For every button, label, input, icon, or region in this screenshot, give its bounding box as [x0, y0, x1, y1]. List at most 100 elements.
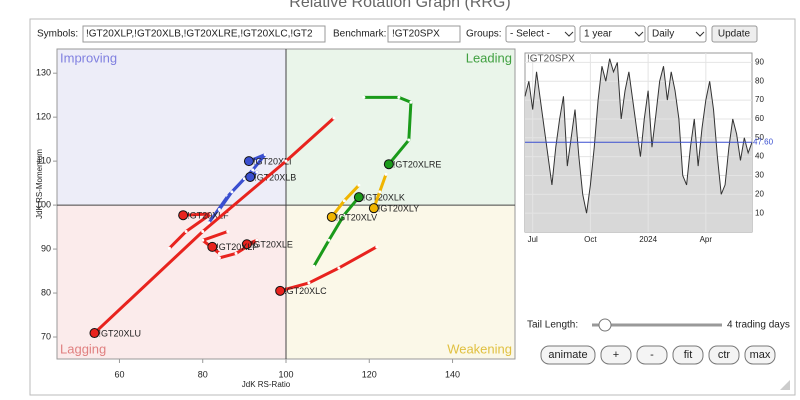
- tail-point: [284, 159, 288, 163]
- series-label: !GT20XLY: [378, 204, 419, 214]
- interval-text[interactable]: Daily: [652, 29, 674, 40]
- tail-line: [312, 196, 361, 267]
- tail-point: [167, 246, 171, 250]
- tail-point: [201, 229, 205, 233]
- page-title: Relative Rotation Graph (RRG): [289, 0, 510, 11]
- dropdown-arrows: [564, 31, 705, 37]
- tail-point: [337, 266, 341, 270]
- tail-point: [226, 229, 230, 233]
- control-button[interactable]: [744, 345, 776, 365]
- benchmark-input[interactable]: [387, 25, 461, 43]
- tail-point: [312, 264, 316, 268]
- tail-point: [255, 238, 259, 242]
- head-point[interactable]: [241, 239, 252, 250]
- control-button-text[interactable]: animate: [548, 349, 587, 361]
- control-button[interactable]: [600, 345, 632, 365]
- head-point[interactable]: [368, 203, 379, 214]
- series-label: !GT20XLF: [187, 211, 229, 221]
- x-tick-label: Oct: [584, 235, 597, 244]
- chart-title: !GT20SPX: [527, 54, 575, 65]
- x-tick-label: 120: [362, 369, 377, 379]
- symbols-input[interactable]: [82, 25, 326, 43]
- series-label: !GT20XLE: [251, 240, 293, 250]
- control-button[interactable]: [672, 345, 704, 365]
- current-label: 47.60: [753, 137, 774, 146]
- y-tick-label: 80: [755, 76, 764, 85]
- tail-point: [201, 238, 205, 242]
- tail-point: [251, 168, 255, 172]
- tail-point: [407, 138, 411, 142]
- y-tick-label: 90: [755, 58, 764, 67]
- tail-slider-handle[interactable]: [598, 318, 612, 332]
- y-tick-label: 120: [36, 112, 51, 122]
- tail-point: [342, 199, 346, 203]
- symbols-text[interactable]: !GT20XLP,!GT20XLB,!GT20XLRE,!GT20XLC,!GT…: [86, 29, 313, 40]
- tail-line: [93, 116, 335, 335]
- tail-point: [255, 170, 259, 174]
- benchmark-text[interactable]: !GT20SPX: [392, 29, 440, 40]
- control-button-text[interactable]: ctr: [718, 349, 731, 361]
- tail-point: [375, 245, 379, 249]
- series-label: !GT20XLI: [253, 157, 292, 167]
- quadrant-label: Leading: [466, 50, 512, 65]
- series-label: !GT20XLC: [284, 286, 327, 296]
- y-tick-label: 130: [36, 68, 51, 78]
- control-button-text[interactable]: -: [650, 349, 654, 361]
- groups-text[interactable]: - Select -: [510, 29, 550, 40]
- series-label: !GT20XLU: [98, 328, 141, 338]
- panel: [29, 18, 796, 396]
- quadrant-label: Lagging: [60, 341, 106, 356]
- groups-select[interactable]: [505, 25, 576, 43]
- control-button-text[interactable]: fit: [684, 349, 693, 361]
- x-tick-label: 80: [198, 369, 208, 379]
- tail-label: Tail Length:: [527, 320, 578, 331]
- head-point[interactable]: [383, 159, 394, 170]
- tail-point: [378, 190, 382, 194]
- quadrant-label: Improving: [60, 50, 117, 65]
- head-point[interactable]: [243, 156, 254, 167]
- tail-point: [332, 116, 336, 120]
- benchmark-label: Benchmark:: [333, 29, 386, 40]
- tail-point: [327, 238, 331, 242]
- head-point[interactable]: [178, 210, 189, 221]
- head-point[interactable]: [207, 241, 218, 252]
- update-button[interactable]: [711, 25, 758, 43]
- tail-point: [409, 100, 413, 104]
- interval-select[interactable]: [647, 25, 707, 43]
- head-point[interactable]: [89, 328, 100, 339]
- update-text[interactable]: Update: [718, 29, 751, 40]
- control-button-text[interactable]: +: [613, 349, 619, 361]
- control-button[interactable]: [636, 345, 668, 365]
- series-label: !GT20XLK: [363, 193, 405, 203]
- control-button[interactable]: [708, 345, 740, 365]
- control-button[interactable]: [540, 345, 596, 365]
- tail-point: [242, 177, 246, 181]
- tail-line: [279, 245, 378, 293]
- y-tick-label: 110: [37, 156, 51, 166]
- head-point[interactable]: [275, 285, 286, 296]
- y-tick-label: 70: [755, 95, 764, 104]
- tail-point: [362, 95, 366, 99]
- period-select[interactable]: [579, 25, 646, 43]
- tail-point: [397, 95, 401, 99]
- resize-grip: [780, 380, 790, 390]
- head-point[interactable]: [353, 192, 364, 203]
- y-tick-label: 10: [755, 208, 764, 217]
- y-tick-label: 40: [755, 152, 764, 161]
- tail-point: [357, 183, 361, 187]
- head-point[interactable]: [326, 211, 337, 222]
- tail-point: [184, 229, 188, 233]
- tail-point: [234, 251, 238, 255]
- y-tick-label: 80: [41, 287, 51, 297]
- x-tick-label: 2024: [639, 235, 657, 244]
- x-tick-label: 60: [114, 369, 124, 379]
- y-tick-label: 60: [755, 114, 764, 123]
- head-point[interactable]: [245, 171, 256, 182]
- symbols-label: Symbols:: [37, 29, 78, 40]
- x-tick-label: Jul: [528, 235, 538, 244]
- tail-point: [342, 213, 346, 217]
- period-text[interactable]: 1 year: [584, 29, 612, 40]
- control-button-text[interactable]: max: [750, 349, 771, 361]
- y-tick-label: 20: [755, 189, 764, 198]
